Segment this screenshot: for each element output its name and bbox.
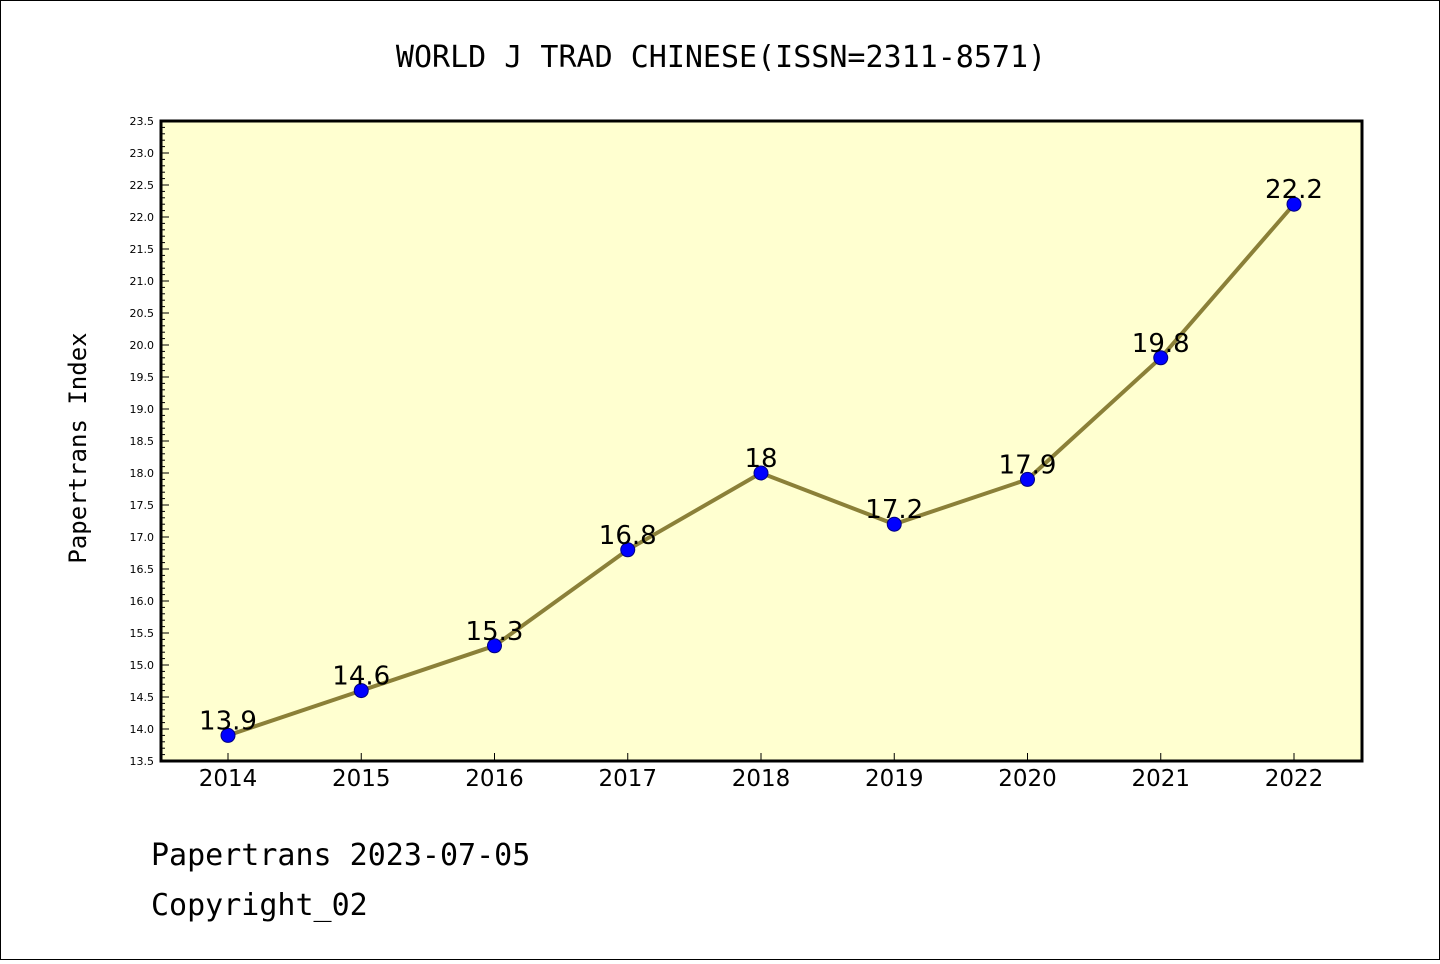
x-tick-label: 2022 bbox=[1265, 766, 1324, 792]
data-point-2020 bbox=[1020, 471, 1035, 487]
data-label-2015: 14.6 bbox=[332, 662, 390, 692]
y-tick-label: 15.0 bbox=[130, 659, 155, 672]
y-tick-label: 23.5 bbox=[130, 115, 155, 128]
data-label-2014: 13.9 bbox=[199, 706, 257, 736]
x-tick-label: 2021 bbox=[1131, 766, 1190, 792]
data-point-2015 bbox=[353, 683, 369, 699]
chart-title: WORLD J TRAD CHINESE(ISSN=2311-8571) bbox=[396, 40, 1046, 75]
data-point-2014 bbox=[220, 727, 236, 743]
y-tick-label: 20.0 bbox=[130, 339, 155, 352]
data-point-2018 bbox=[753, 465, 769, 481]
y-tick-label: 15.5 bbox=[130, 627, 155, 640]
data-point-2016 bbox=[487, 638, 502, 654]
y-tick-label: 13.5 bbox=[130, 755, 155, 768]
data-point-2021 bbox=[1153, 350, 1169, 366]
y-tick-label: 18.0 bbox=[130, 467, 155, 480]
data-point-2019 bbox=[886, 516, 902, 532]
data-label-2016: 15.3 bbox=[466, 617, 524, 647]
plot-area bbox=[161, 121, 1362, 761]
data-label-2021: 19.8 bbox=[1132, 329, 1190, 359]
y-tick-label: 18.5 bbox=[130, 435, 155, 448]
footer-date: Papertrans 2023-07-05 bbox=[151, 838, 530, 873]
y-tick-label: 17.0 bbox=[130, 531, 155, 544]
y-tick-label: 14.5 bbox=[130, 691, 155, 704]
y-tick-label: 21.5 bbox=[130, 243, 155, 256]
data-point-2017 bbox=[620, 542, 636, 558]
y-tick-label: 23.0 bbox=[130, 147, 155, 160]
x-tick-label: 2018 bbox=[732, 766, 791, 792]
data-label-2019: 17.2 bbox=[865, 495, 923, 525]
plot-border bbox=[159, 119, 1364, 763]
y-tick-label: 14.0 bbox=[130, 723, 155, 736]
x-tick-label: 2019 bbox=[865, 766, 924, 792]
y-axis-ticks: 13.5 14.0 14.5 15.0 15.5 16.0 16.5 17.0 17.5 18.0… bbox=[130, 115, 169, 768]
y-tick-label: 16.5 bbox=[130, 563, 155, 576]
y-tick-label: 22.0 bbox=[130, 211, 155, 224]
y-axis-label: Papertrans Index bbox=[64, 332, 92, 563]
x-tick-label: 2017 bbox=[598, 766, 657, 792]
x-axis-ticks: 2014 2015 2016 2017 2018 2019 2020 2021 2022 bbox=[199, 753, 1324, 792]
data-label-2018: 18 bbox=[744, 444, 777, 474]
data-point-2022 bbox=[1286, 196, 1302, 212]
y-tick-label: 22.5 bbox=[130, 179, 155, 192]
y-tick-label: 19.5 bbox=[130, 371, 155, 384]
data-label-2022: 22.2 bbox=[1265, 175, 1323, 205]
x-tick-label: 2014 bbox=[199, 766, 258, 792]
data-label-2020: 17.9 bbox=[999, 450, 1057, 480]
data-markers bbox=[220, 196, 1302, 743]
y-tick-label: 16.0 bbox=[130, 595, 155, 608]
y-tick-label: 19.0 bbox=[130, 403, 155, 416]
data-labels: 13.9 14.6 15.3 16.8 18 17.2 17.9 19.8 22.2 bbox=[199, 175, 1323, 736]
x-tick-label: 2020 bbox=[998, 766, 1057, 792]
y-tick-label: 17.5 bbox=[130, 499, 155, 512]
footer-copyright: Copyright_02 bbox=[151, 888, 368, 923]
y-tick-label: 20.5 bbox=[130, 307, 155, 320]
x-tick-label: 2016 bbox=[465, 766, 524, 792]
y-tick-label: 21.0 bbox=[130, 275, 155, 288]
data-label-2017: 16.8 bbox=[599, 521, 657, 551]
x-tick-label: 2015 bbox=[332, 766, 391, 792]
